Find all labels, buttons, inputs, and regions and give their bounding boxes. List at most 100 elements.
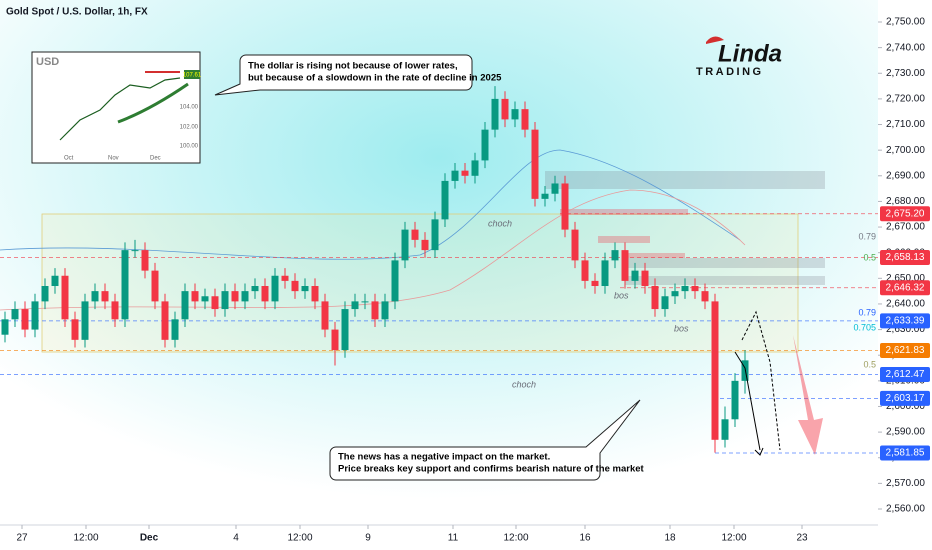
- candle-body: [671, 291, 679, 297]
- candle-body: [81, 301, 89, 340]
- price-label: 2,581.85: [886, 448, 925, 459]
- candle-body: [701, 291, 709, 302]
- y-tick-label: 2,670.00: [886, 222, 925, 233]
- candle-body: [121, 250, 129, 320]
- candle-body: [201, 296, 209, 302]
- candle-body: [161, 301, 169, 340]
- fib-label: 0.705: [853, 322, 876, 332]
- price-label: 2,633.39: [886, 316, 925, 327]
- inset-frame: [31, 51, 201, 164]
- inset-month: Oct: [64, 156, 74, 162]
- candle-body: [401, 229, 409, 261]
- inset-title: USD: [36, 56, 59, 68]
- x-tick-label: 23: [796, 533, 808, 544]
- inset-arrow: [117, 82, 189, 124]
- candle-body: [231, 291, 239, 302]
- logo-name: Linda: [718, 40, 782, 67]
- candle-body: [411, 229, 419, 240]
- candle-body: [31, 301, 39, 330]
- inset-tick: 102.00: [180, 125, 199, 131]
- candle-body: [551, 183, 559, 194]
- candle-body: [601, 260, 609, 287]
- y-tick-label: 2,720.00: [886, 94, 925, 105]
- moving-average: [0, 149, 741, 260]
- candle-body: [681, 286, 689, 292]
- candle-body: [561, 183, 569, 230]
- candle-body: [281, 275, 289, 281]
- levels: [0, 213, 878, 454]
- candle-body: [331, 329, 339, 351]
- candle-body: [381, 301, 389, 320]
- fib-label: 0.5: [863, 252, 876, 262]
- x-tick-label: 4: [233, 533, 239, 544]
- candle-body: [431, 219, 439, 251]
- price-label-box: [880, 313, 930, 329]
- price-label-box: [880, 249, 930, 265]
- candle-body: [341, 309, 349, 351]
- candle-body: [151, 270, 159, 302]
- candle-body: [91, 291, 99, 302]
- logo: Linda TRADING: [696, 36, 782, 78]
- candle-body: [211, 296, 219, 310]
- candle-body: [221, 291, 229, 310]
- inset-tick: 104.00: [180, 105, 199, 111]
- x-tick-label: 12:00: [73, 533, 98, 544]
- order-block: [560, 209, 688, 215]
- supply-zone: [545, 171, 825, 189]
- candle-body: [591, 280, 599, 287]
- candle-body: [351, 301, 359, 310]
- y-tick-label: 2,710.00: [886, 119, 925, 130]
- y-tick-label: 2,640.00: [886, 299, 925, 310]
- candle-body: [141, 250, 149, 271]
- fib-label: 0.79: [858, 231, 876, 241]
- candle-body: [311, 286, 319, 302]
- bear-arrow: [793, 335, 823, 455]
- candle-body: [661, 296, 669, 310]
- candle-body: [581, 260, 589, 281]
- inset: USD 107.61 104.00 102.00 100.00 Oct Nov …: [31, 51, 202, 164]
- x-tick-label: 18: [664, 533, 676, 544]
- candle-body: [41, 286, 49, 302]
- candle-body: [441, 180, 449, 220]
- structure-label: bos: [674, 323, 689, 333]
- supply-zone: [625, 258, 825, 268]
- price-label: 2,675.20: [886, 208, 925, 219]
- logo-sub: TRADING: [696, 66, 764, 78]
- y-tick-label: 2,650.00: [886, 273, 925, 284]
- moving-average: [0, 189, 746, 311]
- candle-body: [521, 109, 529, 130]
- price-label-box: [880, 343, 930, 359]
- candle-body: [261, 286, 269, 302]
- structure-label: choch: [488, 218, 512, 228]
- price-label-box: [880, 206, 930, 222]
- projection: [734, 310, 823, 456]
- callout-text: The news has a negative impact on the ma…: [338, 452, 550, 463]
- candle-body: [321, 301, 329, 330]
- candle-body: [711, 301, 719, 440]
- y-tick-label: 2,590.00: [886, 427, 925, 438]
- y-tick-label: 2,680.00: [886, 196, 925, 207]
- inset-month: Nov: [108, 156, 119, 162]
- y-tick-label: 2,700.00: [886, 145, 925, 156]
- price-label: 2,603.17: [886, 393, 925, 404]
- x-tick-label: 12:00: [287, 533, 312, 544]
- candle-body: [291, 280, 299, 292]
- arrow-head: [754, 447, 764, 456]
- candle-body: [171, 319, 179, 340]
- callout-bottom: The news has a negative impact on the ma…: [329, 399, 645, 481]
- candle-body: [101, 291, 109, 302]
- supply-zone: [625, 276, 825, 285]
- callout-text: but because of a slowdown in the rate of…: [248, 73, 502, 84]
- candle-body: [461, 170, 469, 176]
- symbol-title: Gold Spot / U.S. Dollar, 1h, FX: [6, 7, 148, 18]
- candle-body: [471, 160, 479, 176]
- price-label-box: [880, 280, 930, 296]
- x-tick-label: 11: [448, 533, 459, 544]
- logo-hat: [706, 36, 724, 44]
- x-tick-label: 12:00: [721, 533, 746, 544]
- candle-body: [391, 260, 399, 302]
- candle-body: [111, 301, 119, 320]
- candle-body: [451, 170, 459, 181]
- y-tick-label: 2,730.00: [886, 68, 925, 79]
- candle-body: [191, 291, 199, 302]
